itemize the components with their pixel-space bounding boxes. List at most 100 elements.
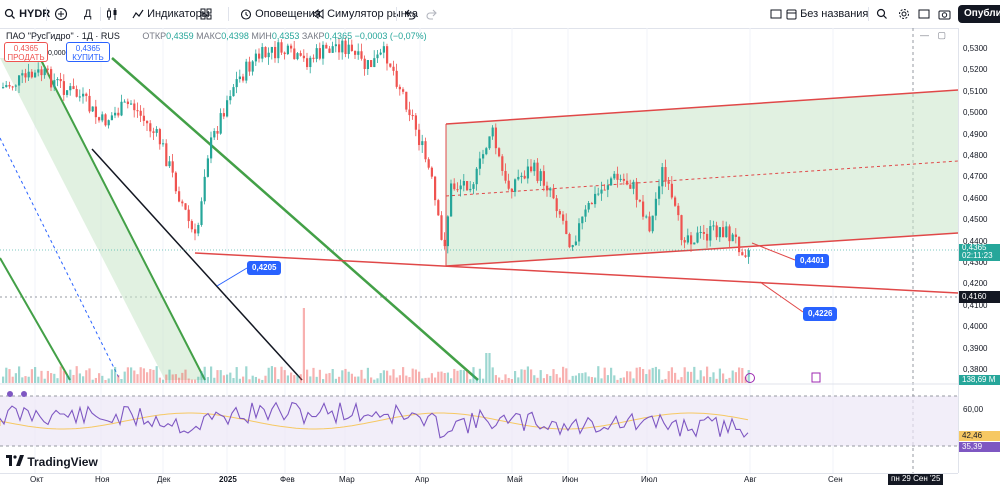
settings-button[interactable] xyxy=(898,0,910,28)
rising-channel-upper[interactable] xyxy=(445,89,958,125)
candle-body xyxy=(680,215,683,241)
candle-body xyxy=(226,100,229,117)
time-axis[interactable]: Окт Ноя Дек 2025 Фев Мар Апр Май Июн Июл… xyxy=(0,473,958,486)
candle-body xyxy=(200,201,203,225)
candle-body xyxy=(267,52,270,58)
rsi-settings-icon[interactable] xyxy=(7,391,13,397)
price-callout-b[interactable]: 0,4401 xyxy=(795,254,830,268)
layout-menu-button[interactable] xyxy=(770,0,782,28)
maximize-icon[interactable]: ▢ xyxy=(937,30,947,40)
indicators-button[interactable]: Индикаторы xyxy=(132,0,210,28)
candle-body xyxy=(421,141,424,146)
candle-body xyxy=(69,86,72,91)
templates-button[interactable] xyxy=(200,0,212,28)
black-trendline[interactable] xyxy=(91,148,303,381)
alerts-button[interactable]: Оповещения xyxy=(240,0,321,28)
publish-button[interactable]: Опубликова xyxy=(958,5,1000,23)
fullscreen-button[interactable] xyxy=(918,0,930,28)
candle-body xyxy=(155,129,158,133)
quick-search-button[interactable] xyxy=(876,0,888,28)
descending-channel-lower[interactable] xyxy=(0,257,71,381)
candle-body xyxy=(658,186,661,199)
price-callout-c[interactable]: 0,4226 xyxy=(803,307,838,321)
red-support-line[interactable] xyxy=(194,252,958,294)
tradingview-logo[interactable]: TradingView xyxy=(6,455,98,469)
candle-body xyxy=(517,176,520,180)
low-label: МИН xyxy=(251,31,272,41)
candle-body xyxy=(741,252,744,256)
descending-channel-upper[interactable] xyxy=(39,57,206,381)
volume-bar xyxy=(520,369,523,383)
date-label: 2025 xyxy=(219,475,237,484)
minimize-icon[interactable]: — xyxy=(920,30,929,40)
volume-bar xyxy=(274,367,277,383)
candle-body xyxy=(280,42,283,53)
layout-name-button[interactable]: Без названия xyxy=(786,0,868,28)
candle-body xyxy=(216,131,219,134)
candle-body xyxy=(306,58,309,68)
volume-bar xyxy=(398,375,401,383)
pane-controls: — ▢ xyxy=(920,30,946,41)
candle-body xyxy=(91,106,94,112)
chart-style-button[interactable] xyxy=(106,0,118,28)
price-callout-a[interactable]: 0,4205 xyxy=(247,261,282,275)
volume-bar xyxy=(146,372,149,383)
volume-bar xyxy=(558,377,561,383)
volume-bar xyxy=(658,369,661,383)
volume-bar xyxy=(174,374,177,383)
rising-channel-median xyxy=(445,160,958,197)
symbol-search[interactable]: HYDR xyxy=(4,0,50,28)
candle-body xyxy=(533,162,536,172)
candle-body xyxy=(386,46,389,64)
volume-bar xyxy=(50,373,53,383)
candle-body xyxy=(568,234,571,248)
candle-body xyxy=(427,159,430,168)
candle-body xyxy=(21,73,24,76)
price-chart[interactable] xyxy=(0,28,958,473)
symbol-title[interactable]: ПАО "РусГидро" · 1Д · RUS xyxy=(6,31,120,41)
candle-body xyxy=(466,181,469,191)
price-axis[interactable]: 0,5300 0,5200 0,5100 0,5000 0,4900 0,4800 0,47… xyxy=(958,28,1000,473)
candle-body xyxy=(366,60,369,70)
interval-button[interactable]: Д xyxy=(84,0,91,28)
rsi-visibility-icon[interactable] xyxy=(21,391,27,397)
candle-body xyxy=(261,47,264,59)
buy-button[interactable]: 0,4365 КУПИТЬ xyxy=(66,42,110,62)
sell-button[interactable]: 0,4365 ПРОДАТЬ xyxy=(4,42,48,62)
candle-body xyxy=(110,115,113,121)
screenshot-button[interactable] xyxy=(938,0,951,28)
date-label: Ноя xyxy=(95,475,110,484)
candle-body xyxy=(258,53,261,59)
volume-bar xyxy=(392,369,395,383)
earnings-event-icon[interactable] xyxy=(811,372,821,383)
redo-button[interactable] xyxy=(426,0,438,28)
undo-button[interactable] xyxy=(404,0,416,28)
callout-connector xyxy=(216,267,248,287)
volume-bar xyxy=(98,373,101,383)
volume-bar xyxy=(696,379,699,383)
fullscreen-icon xyxy=(918,9,930,19)
volume-bar xyxy=(600,378,603,383)
volume-bar xyxy=(309,376,312,383)
candle-body xyxy=(590,203,593,205)
compare-button[interactable] xyxy=(54,0,68,28)
volume-bar xyxy=(354,376,357,383)
dividend-event-icon[interactable] xyxy=(745,373,755,383)
candle-body xyxy=(56,79,59,81)
volume-bar xyxy=(213,377,216,383)
replay-button[interactable]: Симулятор рынка xyxy=(312,0,418,28)
volume-bar xyxy=(626,371,629,383)
volume-bar xyxy=(581,373,584,383)
volume-bar xyxy=(245,366,248,383)
candle-body xyxy=(654,198,657,216)
volume-bar xyxy=(482,378,485,383)
alarm-clock-icon xyxy=(240,9,252,20)
green-trendline[interactable] xyxy=(111,57,479,381)
volume-bar xyxy=(411,368,414,383)
chart-legend: ПАО "РусГидро" · 1Д · RUS ОТКР0,4359 МАК… xyxy=(6,31,427,41)
volume-bar xyxy=(283,370,286,383)
candle-body xyxy=(299,53,302,56)
candle-body xyxy=(686,235,689,243)
date-label: Май xyxy=(507,475,523,484)
date-label: Дек xyxy=(157,475,171,484)
